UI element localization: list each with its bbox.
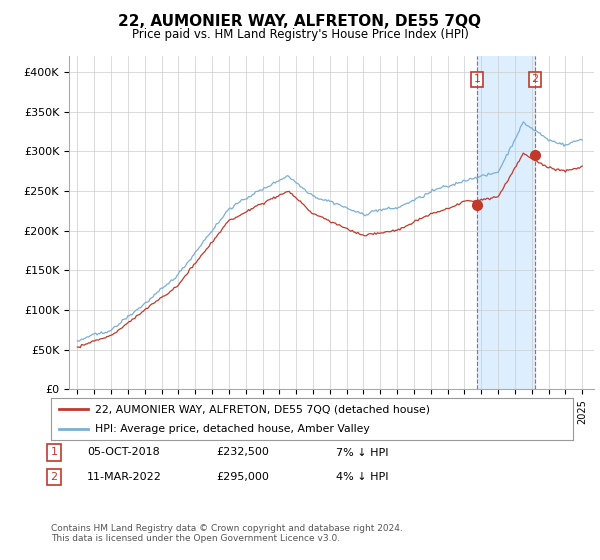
Text: Price paid vs. HM Land Registry's House Price Index (HPI): Price paid vs. HM Land Registry's House … <box>131 28 469 41</box>
Text: 7% ↓ HPI: 7% ↓ HPI <box>336 447 389 458</box>
Text: 05-OCT-2018: 05-OCT-2018 <box>87 447 160 458</box>
Text: 22, AUMONIER WAY, ALFRETON, DE55 7QQ: 22, AUMONIER WAY, ALFRETON, DE55 7QQ <box>119 14 482 29</box>
Text: 1: 1 <box>474 74 481 85</box>
Text: 4% ↓ HPI: 4% ↓ HPI <box>336 472 389 482</box>
Text: £232,500: £232,500 <box>216 447 269 458</box>
Text: £295,000: £295,000 <box>216 472 269 482</box>
Text: 22, AUMONIER WAY, ALFRETON, DE55 7QQ (detached house): 22, AUMONIER WAY, ALFRETON, DE55 7QQ (de… <box>95 404 430 414</box>
Text: 1: 1 <box>50 447 58 458</box>
Text: 2: 2 <box>50 472 58 482</box>
Text: 11-MAR-2022: 11-MAR-2022 <box>87 472 162 482</box>
Text: HPI: Average price, detached house, Amber Valley: HPI: Average price, detached house, Ambe… <box>95 424 370 434</box>
Text: 2: 2 <box>532 74 539 85</box>
Bar <box>477 56 535 389</box>
Text: Contains HM Land Registry data © Crown copyright and database right 2024.
This d: Contains HM Land Registry data © Crown c… <box>51 524 403 543</box>
